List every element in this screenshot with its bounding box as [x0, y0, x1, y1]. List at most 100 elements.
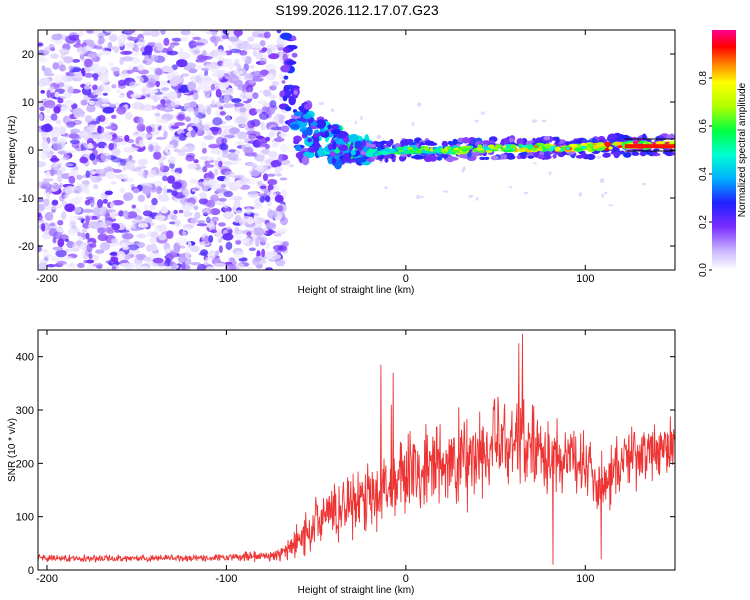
noise-speckle [234, 215, 242, 223]
noise-speckle [198, 104, 204, 113]
noise-speckle [88, 253, 93, 259]
noise-speckle [193, 107, 199, 117]
noise-speckle [127, 211, 138, 219]
noise-speckle [203, 135, 215, 140]
noise-speckle [129, 81, 138, 89]
noise-speckle [58, 64, 66, 72]
noise-speckle [137, 116, 144, 125]
noise-speckle [258, 163, 269, 173]
faint-speckle [533, 162, 537, 165]
faint-speckle [604, 191, 608, 195]
noise-speckle [122, 245, 130, 251]
snr-xtick-label: 0 [403, 573, 409, 585]
noise-speckle [265, 136, 271, 142]
noise-speckle [234, 263, 245, 270]
noise-speckle [77, 231, 82, 237]
noise-speckle [189, 178, 198, 184]
noise-speckle [174, 122, 186, 126]
signal-core [510, 144, 517, 149]
signal-core [514, 147, 519, 153]
noise-speckle [50, 113, 58, 121]
noise-speckle [210, 35, 217, 44]
noise-speckle [177, 113, 185, 120]
noise-speckle [210, 194, 219, 202]
noise-speckle [140, 126, 145, 132]
signal-halo [543, 135, 551, 141]
noise-speckle [137, 64, 144, 71]
signal-halo [552, 153, 557, 159]
noise-speckle [253, 227, 265, 237]
noise-speckle [249, 178, 255, 185]
signal-core [442, 150, 448, 154]
noise-speckle [272, 71, 277, 76]
noise-speckle [65, 71, 71, 76]
noise-speckle [123, 192, 134, 201]
noise-speckle [197, 54, 206, 62]
noise-speckle [158, 194, 170, 202]
noise-speckle [105, 126, 115, 130]
noise-speckle [226, 87, 234, 96]
signal-core [633, 140, 639, 145]
noise-speckle [216, 49, 224, 54]
noise-speckle [44, 211, 54, 221]
noise-speckle [149, 204, 156, 211]
noise-speckle [217, 237, 223, 243]
noise-speckle [219, 125, 232, 129]
noise-speckle [219, 111, 226, 116]
noise-speckle [104, 217, 113, 221]
noise-speckle [245, 207, 252, 215]
noise-speckle [255, 108, 262, 113]
noise-speckle [64, 150, 77, 154]
transition-blob [354, 140, 363, 148]
noise-speckle [274, 194, 284, 203]
noise-speckle [217, 83, 230, 89]
noise-speckle [232, 175, 244, 179]
noise-speckle [51, 209, 56, 213]
noise-speckle [149, 237, 157, 244]
noise-speckle [235, 140, 244, 146]
signal-core [598, 146, 608, 149]
noise-speckle [245, 91, 255, 99]
noise-speckle [177, 149, 187, 157]
noise-speckle [146, 217, 153, 221]
noise-speckle [50, 255, 62, 262]
noise-speckle [80, 131, 89, 137]
noise-speckle [92, 63, 101, 72]
noise-speckle [166, 91, 178, 101]
noise-speckle [228, 149, 237, 153]
signal-core [414, 149, 423, 154]
noise-speckle [98, 222, 107, 228]
noise-speckle [150, 54, 159, 62]
colorbar: 0.0 0.2 0.4 0.6 0.8 Normalized spectral ampl… [698, 30, 748, 277]
transition-blob [293, 139, 300, 145]
noise-speckle [167, 175, 176, 184]
noise-speckle [171, 190, 179, 196]
faint-speckle [475, 197, 479, 201]
noise-speckle [161, 87, 170, 91]
noise-speckle [85, 196, 95, 200]
signal-halo [555, 137, 560, 144]
noise-speckle [117, 79, 126, 87]
noise-speckle [82, 149, 93, 154]
signal-core [517, 148, 527, 153]
noise-speckle [130, 249, 141, 255]
noise-speckle [263, 89, 272, 97]
noise-speckle [258, 193, 267, 197]
noise-speckle [64, 203, 76, 212]
noise-speckle [208, 235, 214, 243]
signal-halo [591, 138, 597, 143]
noise-speckle [151, 197, 158, 206]
noise-speckle [94, 46, 103, 50]
noise-speckle [84, 115, 93, 123]
noise-speckle [135, 41, 144, 46]
noise-speckle [60, 106, 73, 112]
noise-speckle [246, 84, 254, 94]
noise-speckle [54, 91, 60, 98]
spectrogram-xtick-label: -100 [215, 273, 237, 285]
noise-speckle [52, 246, 64, 251]
signal-core [381, 151, 389, 156]
noise-speckle [109, 34, 118, 42]
noise-speckle [171, 37, 182, 42]
noise-speckle [207, 179, 218, 186]
noise-speckle [96, 91, 103, 96]
